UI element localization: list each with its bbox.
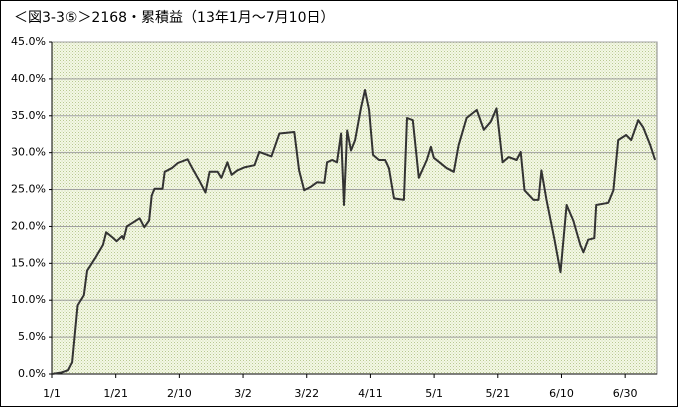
y-tick-label: 30.0% [11,146,46,159]
x-tick-label: 1/1 [43,387,61,400]
x-tick-label: 1/21 [103,387,128,400]
y-tick-label: 40.0% [11,72,46,85]
x-tick-label: 5/21 [485,387,510,400]
x-tick-label: 3/22 [294,387,319,400]
x-tick-label: 3/2 [234,387,252,400]
x-tick-label: 6/10 [549,387,574,400]
chart-title: ＜図3-3⑤＞2168・累積益（13年1月～7月10日） [14,10,335,26]
x-tick-label: 2/10 [167,387,192,400]
y-tick-label: 25.0% [11,183,46,196]
y-tick-label: 20.0% [11,219,46,232]
line-series [51,89,657,375]
y-tick-label: 10.0% [11,293,46,306]
y-tick-label: 45.0% [11,35,46,48]
x-tick-label: 6/30 [613,387,638,400]
x-tick-label: 5/1 [425,387,443,400]
y-tick-label: 35.0% [11,109,46,122]
y-tick-label: 0.0% [18,367,46,380]
y-tick-label: 15.0% [11,256,46,269]
plot-area [51,41,658,375]
y-tick-label: 5.0% [18,330,46,343]
x-tick-label: 4/11 [358,387,383,400]
